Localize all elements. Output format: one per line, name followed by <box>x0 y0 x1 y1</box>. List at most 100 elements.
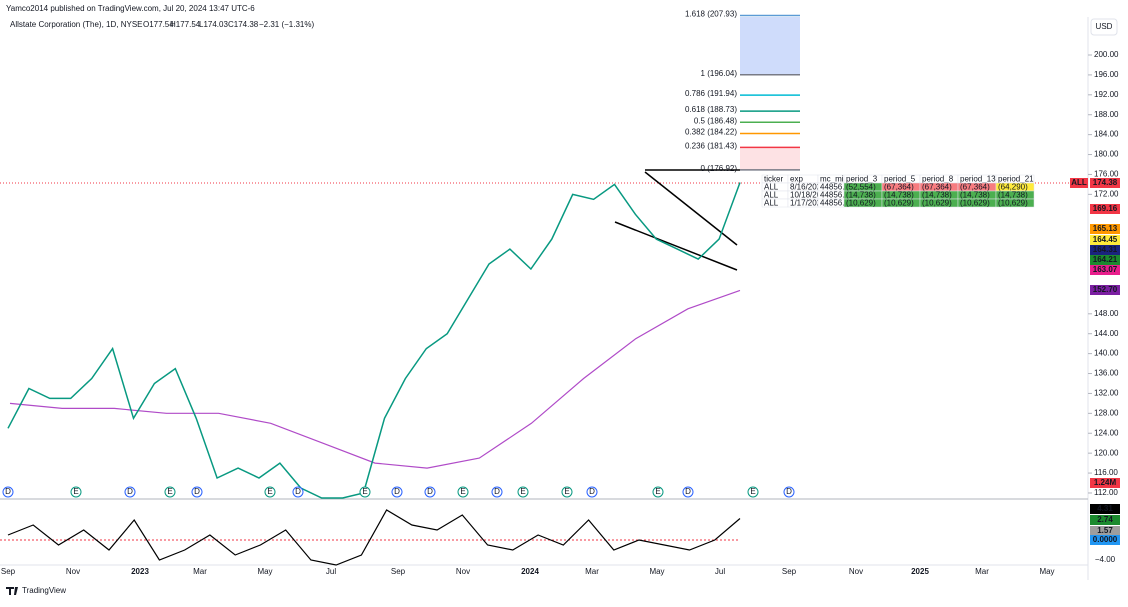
price-tick-label: 124.00 <box>1094 428 1119 437</box>
price-badge <box>1090 526 1120 536</box>
table-text: ticker <box>764 174 783 183</box>
time-label: Nov <box>66 567 80 576</box>
time-label: Sep <box>782 567 797 576</box>
trendline <box>614 221 738 271</box>
time-label: 2023 <box>131 567 149 576</box>
fib-label: 1.618 (207.93) <box>685 10 737 19</box>
price-badge <box>1090 178 1120 188</box>
time-label: May <box>257 567 272 576</box>
time-label: 2024 <box>521 567 539 576</box>
table-text: (67,364) <box>922 182 952 191</box>
event-marker <box>491 486 503 498</box>
table-text: (67,364) <box>960 182 990 191</box>
event-label: E <box>267 487 272 496</box>
event-label: E <box>655 487 660 496</box>
table-text: period_13 <box>960 174 996 183</box>
price-badge <box>1090 535 1120 545</box>
table-text: (10,629) <box>846 198 876 207</box>
fib-label: 0.5 (186.48) <box>694 116 737 125</box>
price-line <box>7 182 741 499</box>
price-badge <box>1090 235 1120 245</box>
time-label: May <box>649 567 664 576</box>
price-tick-label: 192.00 <box>1094 90 1119 99</box>
table-text: (10,629) <box>960 198 990 207</box>
price-tick-label: 140.00 <box>1094 349 1119 358</box>
table-text: period_5 <box>884 174 916 183</box>
event-marker <box>124 486 136 498</box>
badge-label: 1.57 <box>1097 526 1113 535</box>
badge-label: 163.07 <box>1093 265 1118 274</box>
event-marker <box>359 486 371 498</box>
event-marker <box>292 486 304 498</box>
table-text: ALL <box>764 198 779 207</box>
event-label: D <box>394 487 400 496</box>
fib-label: 0.618 (188.73) <box>685 105 737 114</box>
oscillator <box>7 509 741 566</box>
price-tick-label: 148.00 <box>1094 309 1119 318</box>
symbol: Allstate Corporation (The), 1D, NYSE <box>10 20 143 29</box>
price-tick-label: 172.00 <box>1094 189 1119 198</box>
currency[interactable]: USD <box>1096 22 1113 31</box>
table-text: (14,738) <box>960 190 990 199</box>
price-tick-label: 184.00 <box>1094 130 1119 139</box>
event-label: D <box>295 487 301 496</box>
table-text: 8/16/2024 <box>790 182 826 191</box>
price-badge <box>1090 204 1120 214</box>
badge-label: 4.31 <box>1097 504 1113 513</box>
table-text: 10/18/2024 <box>790 190 831 199</box>
event-marker <box>191 486 203 498</box>
event-marker <box>682 486 694 498</box>
currency-button[interactable] <box>1090 18 1118 36</box>
event-marker <box>652 486 664 498</box>
ohlc: H177.54 <box>170 20 201 29</box>
table-text: (14,738) <box>922 190 952 199</box>
event-label: D <box>589 487 595 496</box>
event-marker <box>517 486 529 498</box>
event-label: D <box>127 487 133 496</box>
event-label: E <box>362 487 367 496</box>
ohlc: L174.03 <box>199 20 228 29</box>
fib-label: 1 (196.04) <box>701 69 738 78</box>
price-badge <box>1090 478 1120 488</box>
price-badge <box>1070 178 1088 188</box>
ohlc: O177.54 <box>143 20 174 29</box>
table-text: exp <box>790 174 803 183</box>
event-marker <box>264 486 276 498</box>
time-label: Mar <box>193 567 207 576</box>
table-text: 44856.77 <box>820 198 854 207</box>
badge-label: 165.13 <box>1093 224 1118 233</box>
price-tick-label: 116.00 <box>1094 468 1118 477</box>
price-tick-label: 180.00 <box>1094 150 1119 159</box>
badge-label: 1.24M <box>1094 478 1117 487</box>
ohlc: C174.38 <box>228 20 259 29</box>
time-label: 2025 <box>911 567 929 576</box>
event-label: E <box>564 487 569 496</box>
event-label: D <box>194 487 200 496</box>
price-tick-label: 144.00 <box>1094 329 1119 338</box>
event-marker <box>391 486 403 498</box>
time-label: Nov <box>456 567 470 576</box>
table-text: ALL <box>764 182 779 191</box>
published: Yamco2014 published on TradingView.com, … <box>6 4 255 13</box>
price-tick-label: 120.00 <box>1094 448 1119 457</box>
table-text: 44856.77 <box>820 190 854 199</box>
table-text: (67,364) <box>884 182 914 191</box>
table-cell <box>995 198 1035 208</box>
osc-axis-label: −4.00 <box>1095 555 1116 564</box>
event-marker <box>424 486 436 498</box>
event-marker <box>561 486 573 498</box>
event-label: D <box>427 487 433 496</box>
fib-label: 0.236 (181.43) <box>685 142 737 151</box>
badge-label: 169.16 <box>1093 204 1118 213</box>
footer: TradingView <box>22 586 66 595</box>
time-label: May <box>1039 567 1054 576</box>
table-text: (14,738) <box>998 190 1028 199</box>
event-label: D <box>685 487 691 496</box>
table-text: (64,290) <box>998 182 1028 191</box>
badge-label: 174.38 <box>1093 178 1118 187</box>
event-marker <box>457 486 469 498</box>
event-marker <box>783 486 795 498</box>
